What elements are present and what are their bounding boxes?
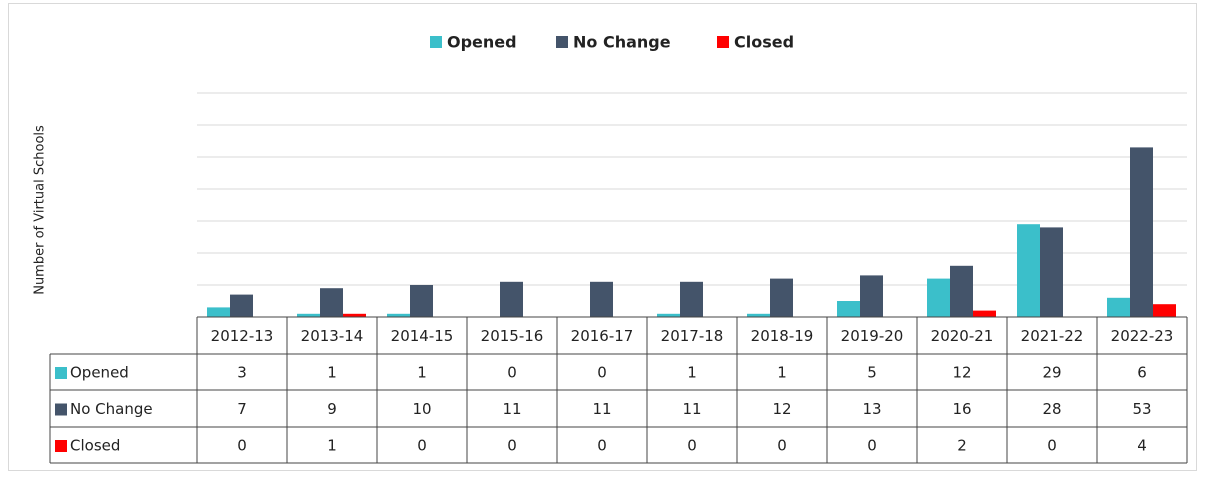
bar: [1153, 304, 1176, 317]
x-tick-label: 2021-22: [1021, 327, 1084, 345]
table-cell: 5: [867, 364, 877, 382]
bar: [837, 301, 860, 317]
bar: [590, 281, 613, 317]
bar: [770, 278, 793, 317]
table-row-label: Opened: [70, 364, 129, 382]
bar: [657, 313, 680, 317]
table-cell: 10: [412, 400, 431, 418]
table-cell: 29: [1042, 364, 1061, 382]
bar: [747, 313, 770, 317]
legend-label: Opened: [447, 33, 517, 52]
legend-label: Closed: [734, 33, 794, 52]
x-tick-label: 2020-21: [931, 327, 994, 345]
legend-swatch: [430, 36, 442, 48]
bar: [320, 288, 343, 317]
x-tick-label: 2019-20: [841, 327, 904, 345]
bar: [410, 285, 433, 317]
bar: [1107, 297, 1130, 317]
table-cell: 0: [867, 437, 877, 455]
x-tick-label: 2018-19: [751, 327, 814, 345]
x-tick-label: 2014-15: [391, 327, 454, 345]
y-axis-label: Number of Virtual Schools: [33, 125, 48, 295]
x-tick-label: 2022-23: [1111, 327, 1174, 345]
table-cell: 12: [952, 364, 971, 382]
bar: [680, 281, 703, 317]
legend-swatch: [717, 36, 729, 48]
table-cell: 1: [777, 364, 787, 382]
table-cell: 53: [1132, 400, 1151, 418]
table-cell: 4: [1137, 437, 1147, 455]
bar: [1130, 147, 1153, 317]
chart-frame: [8, 3, 1197, 471]
bar: [1017, 224, 1040, 317]
table-cell: 7: [237, 400, 247, 418]
table-cell: 2: [957, 437, 967, 455]
table-row-label: Closed: [70, 437, 120, 455]
bar: [207, 307, 230, 317]
table-cell: 12: [772, 400, 791, 418]
table-cell: 11: [682, 400, 701, 418]
bar: [860, 275, 883, 317]
table-cell: 28: [1042, 400, 1061, 418]
table-cell: 6: [1137, 364, 1147, 382]
table-cell: 0: [417, 437, 427, 455]
bar: [230, 294, 253, 317]
x-tick-label: 2016-17: [571, 327, 634, 345]
table-cell: 0: [777, 437, 787, 455]
bar: [973, 310, 996, 317]
table-cell: 0: [1047, 437, 1057, 455]
legend-swatch: [556, 36, 568, 48]
bar: [927, 278, 950, 317]
x-tick-label: 2015-16: [481, 327, 544, 345]
table-cell: 0: [597, 364, 607, 382]
table-legend-swatch: [55, 440, 67, 452]
table-cell: 11: [502, 400, 521, 418]
x-tick-label: 2013-14: [301, 327, 364, 345]
table-cell: 0: [507, 364, 517, 382]
bar: [343, 313, 366, 317]
table-cell: 0: [687, 437, 697, 455]
table-row-label: No Change: [70, 400, 153, 418]
table-cell: 0: [237, 437, 247, 455]
table-cell: 1: [687, 364, 697, 382]
legend-label: No Change: [573, 33, 671, 52]
table-cell: 1: [327, 364, 337, 382]
table-cell: 16: [952, 400, 971, 418]
table-cell: 13: [862, 400, 881, 418]
table-cell: 9: [327, 400, 337, 418]
bar: [500, 281, 523, 317]
x-tick-label: 2017-18: [661, 327, 724, 345]
table-cell: 11: [592, 400, 611, 418]
table-cell: 3: [237, 364, 247, 382]
bar: [1040, 227, 1063, 317]
bar: [387, 313, 410, 317]
table-cell: 1: [327, 437, 337, 455]
x-tick-label: 2012-13: [211, 327, 274, 345]
table-legend-swatch: [55, 403, 67, 416]
bar: [297, 313, 320, 317]
bar: [950, 265, 973, 317]
table-legend-swatch: [55, 367, 67, 379]
table-cell: 0: [507, 437, 517, 455]
table-cell: 0: [597, 437, 607, 455]
table-cell: 1: [417, 364, 427, 382]
